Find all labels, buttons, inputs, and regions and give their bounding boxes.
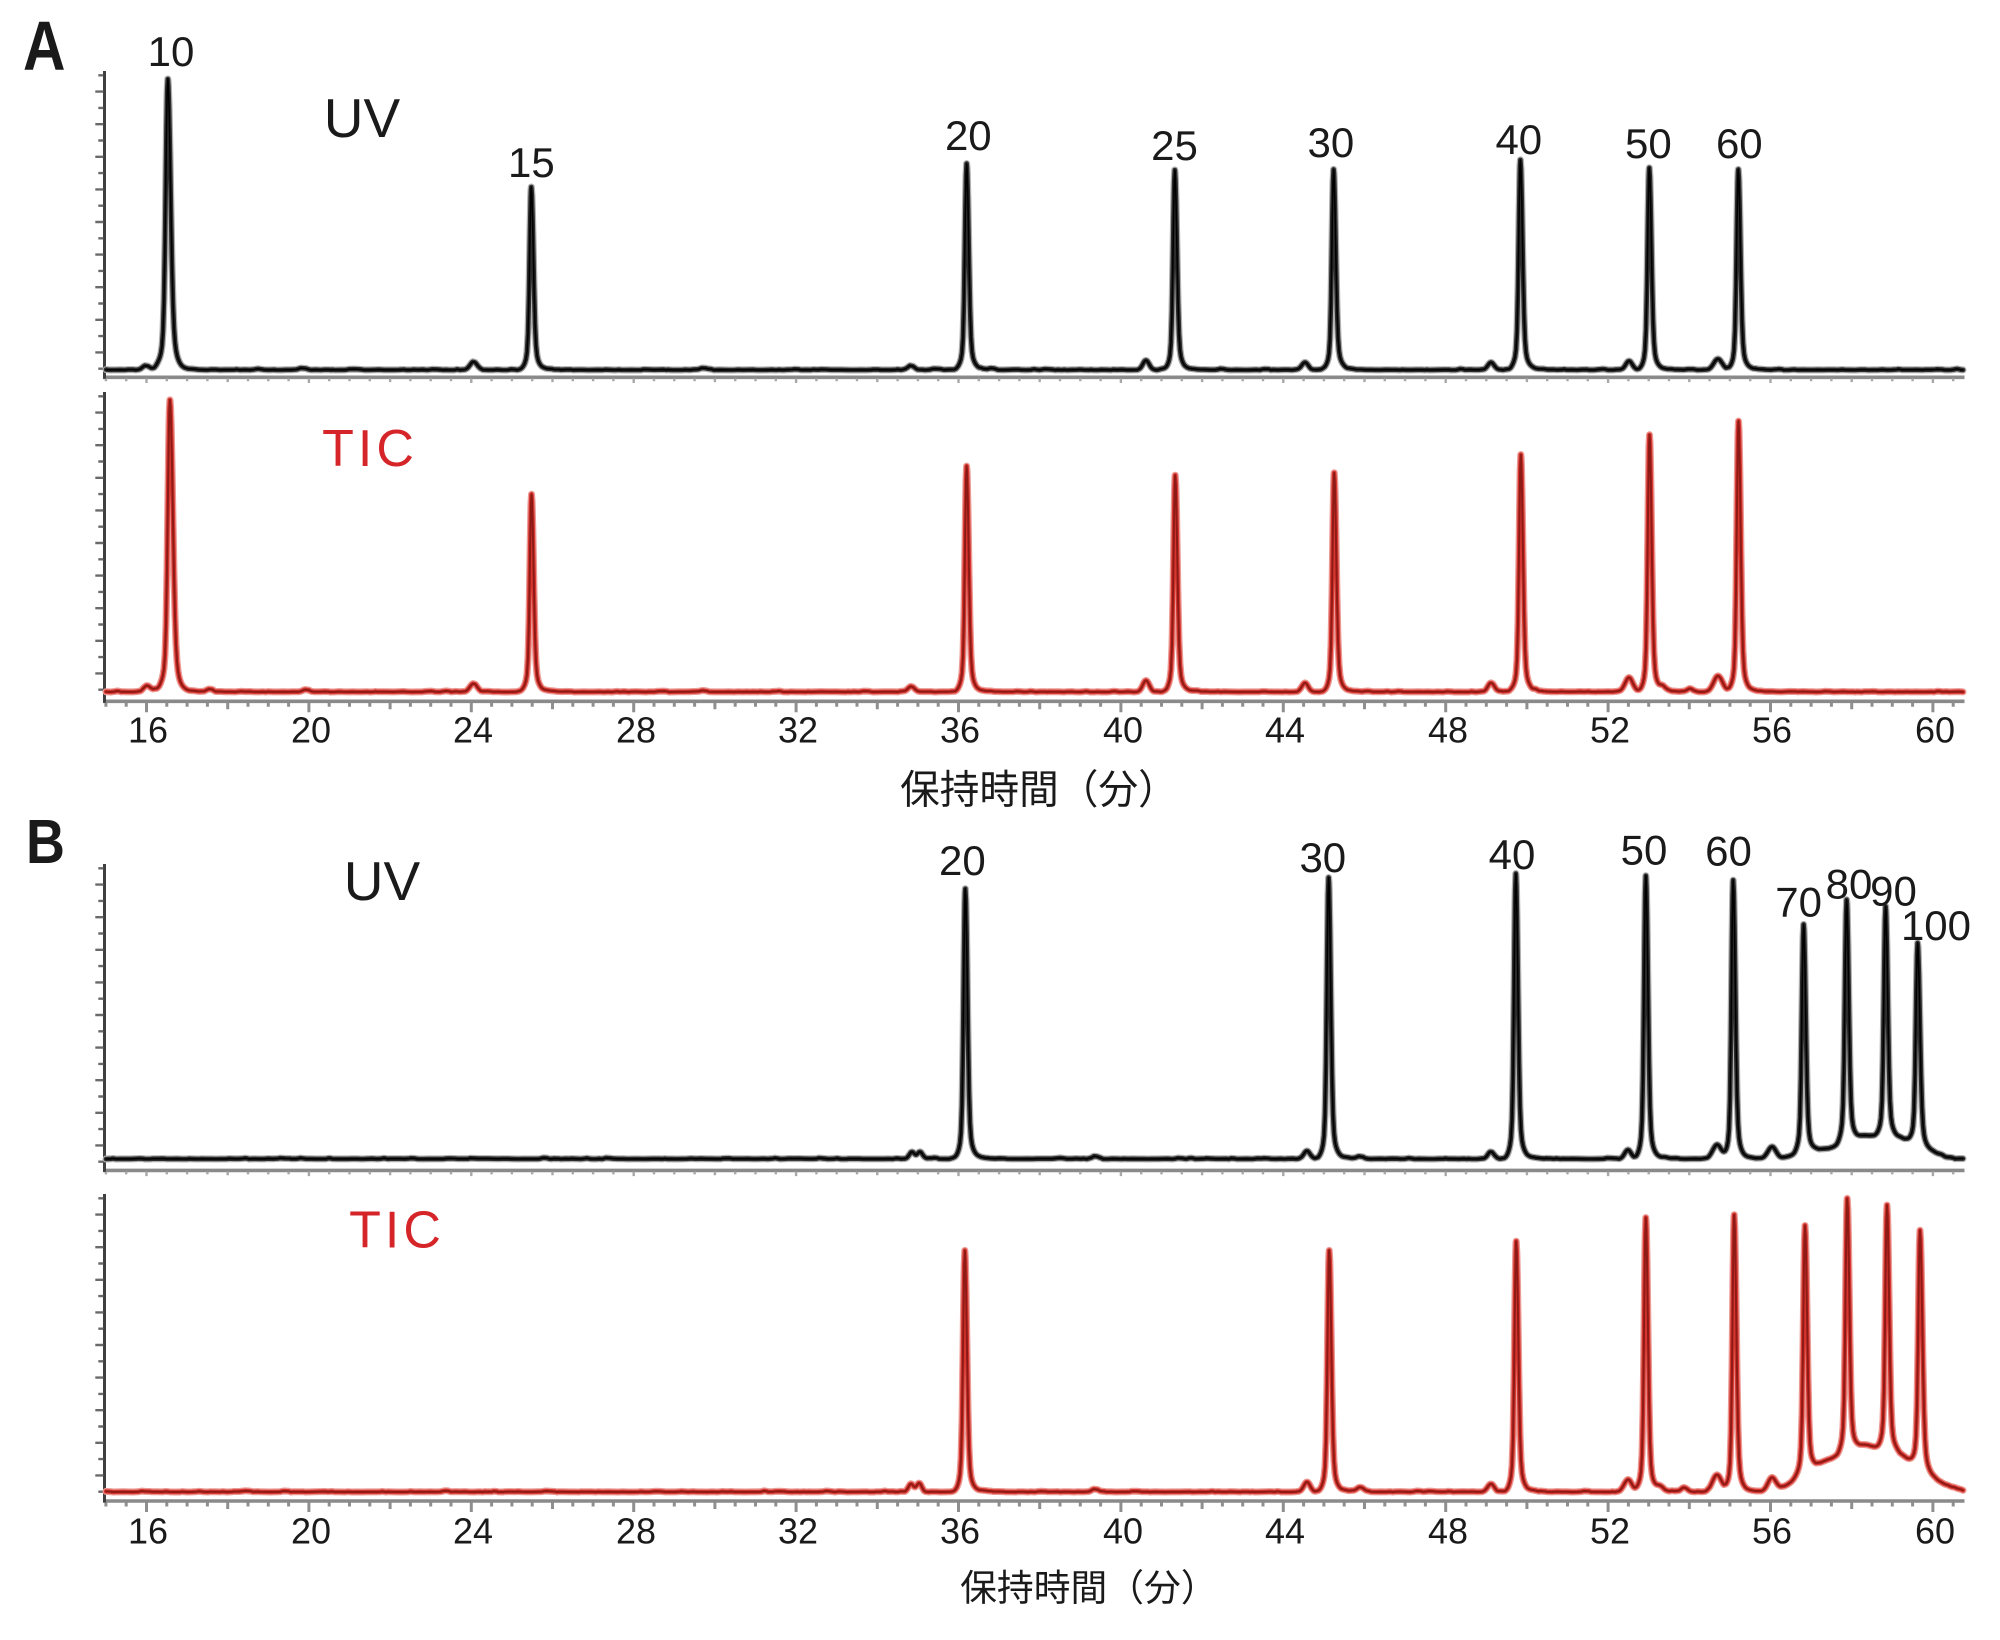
svg-text:40: 40 [1103,1511,1143,1552]
svg-text:60: 60 [1716,120,1763,167]
svg-text:48: 48 [1428,710,1468,751]
svg-text:B: B [26,808,65,877]
svg-text:28: 28 [616,710,656,751]
svg-text:10: 10 [148,28,195,75]
svg-text:TIC: TIC [349,1202,445,1260]
svg-text:70: 70 [1775,879,1822,926]
svg-text:60: 60 [1915,710,1955,751]
svg-text:TIC: TIC [322,420,418,478]
svg-text:UV: UV [324,87,401,149]
svg-text:32: 32 [778,710,818,751]
svg-text:15: 15 [508,139,555,186]
svg-text:30: 30 [1308,119,1355,166]
svg-text:90: 90 [1870,868,1917,915]
svg-text:16: 16 [128,710,168,751]
svg-text:20: 20 [945,112,992,159]
svg-text:A: A [23,6,65,85]
svg-text:48: 48 [1428,1511,1468,1552]
svg-text:36: 36 [940,710,980,751]
svg-text:40: 40 [1495,116,1542,163]
svg-text:28: 28 [616,1511,656,1552]
svg-text:20: 20 [291,1511,331,1552]
svg-text:50: 50 [1621,827,1668,874]
svg-text:25: 25 [1151,122,1198,169]
svg-text:16: 16 [128,1511,168,1552]
svg-text:32: 32 [778,1511,818,1552]
svg-text:40: 40 [1489,831,1536,878]
svg-text:40: 40 [1103,710,1143,751]
svg-text:44: 44 [1265,1511,1305,1552]
svg-text:24: 24 [453,1511,493,1552]
svg-text:24: 24 [453,710,493,751]
svg-text:36: 36 [940,1511,980,1552]
svg-text:80: 80 [1826,861,1873,908]
svg-text:60: 60 [1915,1511,1955,1552]
svg-text:30: 30 [1299,834,1346,881]
svg-text:56: 56 [1752,1511,1792,1552]
svg-text:100: 100 [1901,902,1971,949]
svg-text:UV: UV [344,850,421,912]
svg-text:20: 20 [291,710,331,751]
svg-text:50: 50 [1625,120,1672,167]
svg-text:20: 20 [939,837,986,884]
svg-text:52: 52 [1590,1511,1630,1552]
svg-text:60: 60 [1705,828,1752,875]
svg-text:56: 56 [1752,710,1792,751]
svg-text:44: 44 [1265,710,1305,751]
svg-text:52: 52 [1590,710,1630,751]
